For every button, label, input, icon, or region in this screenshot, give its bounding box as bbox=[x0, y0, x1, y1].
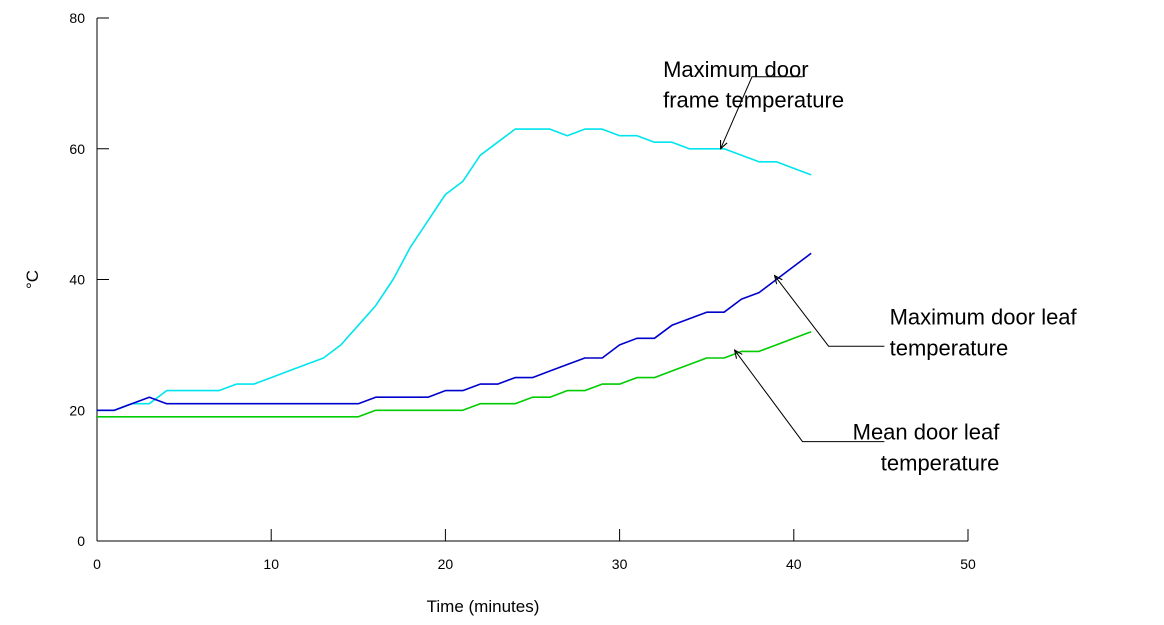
y-axis-title: °C bbox=[23, 270, 42, 289]
annotation-text: frame temperature bbox=[663, 88, 844, 113]
annotation-arrow bbox=[721, 76, 803, 149]
y-tick-label: 20 bbox=[69, 402, 85, 418]
series-line-leaf_mean bbox=[97, 331, 812, 418]
x-tick-label: 10 bbox=[263, 556, 279, 572]
series-line-frame_max bbox=[97, 128, 812, 412]
annotation-arrow bbox=[775, 276, 885, 347]
y-tick-label: 40 bbox=[69, 272, 85, 288]
x-tick-label: 30 bbox=[612, 556, 628, 572]
annotation-text: temperature bbox=[881, 450, 1000, 475]
y-tick-label: 0 bbox=[77, 533, 85, 549]
y-tick-label: 80 bbox=[69, 10, 85, 26]
x-axis-title: Time (minutes) bbox=[427, 597, 540, 616]
annotation-arrow bbox=[735, 350, 885, 443]
annotation-text: Maximum door bbox=[663, 57, 808, 82]
annotation-layer: Maximum door frame temperature Maximum doo… bbox=[663, 57, 1077, 476]
annotation-text: Mean door leaf bbox=[853, 420, 1001, 445]
x-tick-label: 50 bbox=[960, 556, 976, 572]
series-line-leaf_max bbox=[97, 252, 812, 412]
y-tick-label: 60 bbox=[69, 141, 85, 157]
x-tick-label: 0 bbox=[93, 556, 101, 572]
series-layer bbox=[97, 128, 812, 418]
x-tick-label: 40 bbox=[786, 556, 802, 572]
x-tick-label: 20 bbox=[438, 556, 454, 572]
axes: 0 20 40 60 80 0 10 20 30 40 50 bbox=[69, 10, 976, 572]
annotation-text: temperature bbox=[890, 335, 1009, 360]
annotation-text: Maximum door leaf bbox=[890, 305, 1078, 330]
